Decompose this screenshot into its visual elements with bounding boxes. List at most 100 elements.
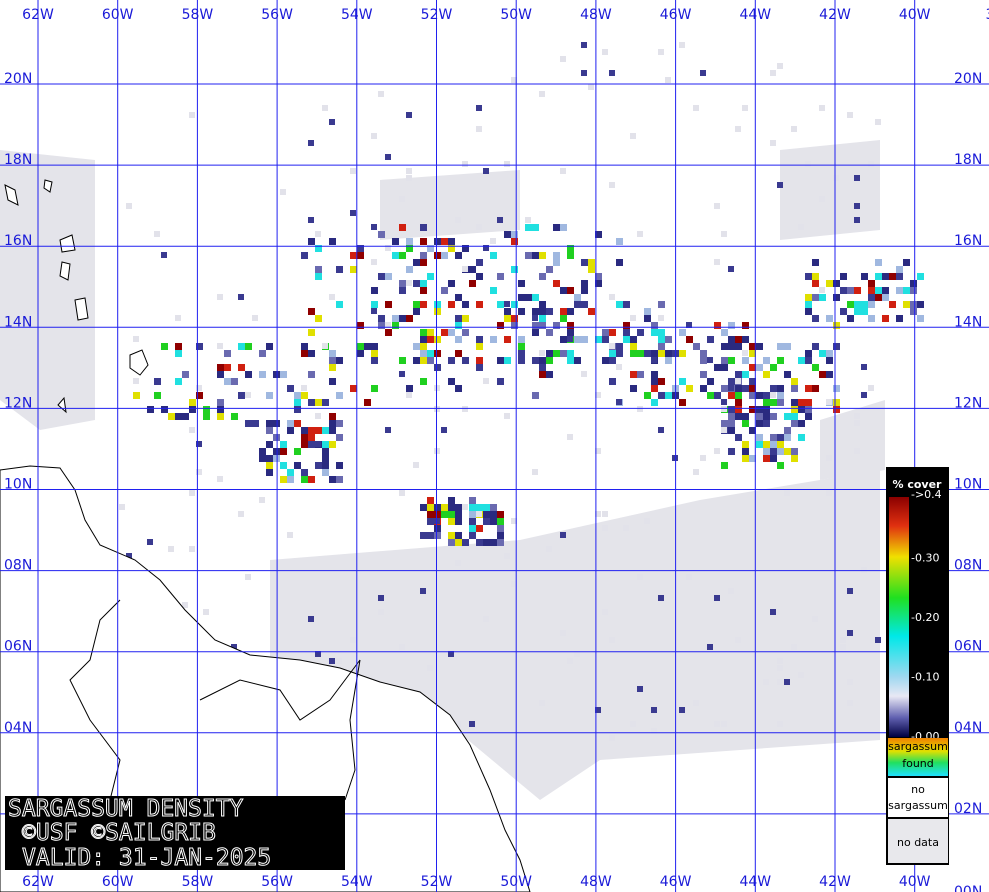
sargassum-pixel — [889, 273, 896, 280]
sargassum-pixel — [182, 413, 189, 420]
lat-label: 14N — [4, 314, 32, 330]
sargassum-pixel — [875, 259, 882, 266]
lat-label: 16N — [954, 233, 982, 249]
sargassum-pixel — [861, 308, 868, 315]
sargassum-pixel — [245, 574, 251, 580]
sargassum-pixel — [735, 434, 742, 441]
sargassum-pixel — [861, 301, 868, 308]
sargassum-pixel — [742, 385, 749, 392]
sargassum-pixel — [805, 350, 812, 357]
sargassum-pixel — [560, 630, 566, 636]
sargassum-pixel — [245, 371, 252, 378]
sargassum-pixel — [742, 357, 749, 364]
sargassum-pixel — [287, 385, 294, 392]
sargassum-pixel — [882, 294, 889, 301]
sargassum-pixel — [616, 399, 622, 405]
sargassum-pixel — [784, 427, 791, 434]
sargassum-pixel — [511, 77, 517, 83]
sargassum-pixel — [322, 462, 329, 469]
sargassum-pixel — [812, 273, 819, 280]
sargassum-pixel — [483, 504, 490, 511]
sargassum-pixel — [777, 721, 783, 727]
sargassum-pixel — [385, 329, 392, 336]
sargassum-pixel — [462, 406, 468, 412]
sargassum-pixel — [868, 161, 874, 167]
sargassum-pixel — [770, 448, 777, 455]
sargassum-pixel — [721, 329, 728, 336]
sargassum-pixel — [371, 224, 377, 230]
sargassum-pixel — [273, 455, 280, 462]
lon-label: 46W — [660, 7, 692, 23]
sargassum-pixel — [434, 350, 441, 357]
sargassum-pixel — [693, 469, 699, 475]
sargassum-pixel — [840, 637, 846, 643]
sargassum-pixel — [833, 294, 840, 301]
sargassum-pixel — [308, 308, 315, 315]
sargassum-pixel — [854, 287, 861, 294]
sargassum-pixel — [714, 203, 720, 209]
sargassum-pixel — [868, 280, 875, 287]
sargassum-pixel — [455, 294, 462, 301]
land — [0, 179, 531, 892]
sargassum-pixel — [791, 413, 798, 420]
sargassum-pixel — [308, 427, 315, 434]
sargassum-pixel — [819, 371, 826, 378]
sargassum-pixel — [413, 308, 420, 315]
sargassum-pixel — [441, 427, 447, 433]
sargassum-pixel — [560, 532, 566, 538]
lon-label: 44W — [739, 7, 771, 23]
sargassum-pixel — [504, 301, 510, 307]
sargassum-pixel — [833, 399, 840, 406]
lon-label: 54W — [341, 7, 373, 23]
sargassum-pixel — [462, 329, 469, 336]
sargassum-pixel — [385, 322, 391, 328]
sargassum-pixel — [728, 427, 735, 434]
sargassum-pixel — [763, 679, 769, 685]
lat-label: 12N — [954, 395, 982, 411]
sargassum-pixel — [721, 721, 727, 727]
sargassum-pixel — [427, 245, 434, 252]
sargassum-pixel — [399, 490, 405, 496]
sargassum-pixel — [553, 259, 560, 266]
sargassum-pixel — [448, 539, 455, 546]
sargassum-pixel — [770, 140, 776, 146]
sargassum-pixel — [301, 252, 308, 259]
sargassum-pixel — [861, 273, 868, 280]
sargassum-pixel — [756, 343, 763, 350]
sargassum-pixel — [448, 301, 455, 308]
sargassum-pixel — [854, 175, 860, 181]
sargassum-pixel — [910, 287, 917, 294]
sargassum-pixel — [833, 343, 840, 350]
sargassum-pixel — [357, 252, 364, 259]
sargassum-pixel — [525, 217, 531, 223]
sargassum-pixel — [420, 329, 427, 336]
sargassum-pixel — [238, 511, 244, 517]
sargassum-pixel — [728, 336, 735, 343]
sargassum-pixel — [455, 315, 462, 322]
sargassum-pixel — [749, 455, 756, 462]
sargassum-pixel — [728, 385, 734, 391]
sargassum-pixel — [763, 455, 770, 462]
sargassum-pixel — [448, 511, 455, 518]
sargassum-pixel — [315, 273, 322, 280]
sargassum-pixel — [735, 637, 741, 643]
sargassum-pixel — [483, 539, 490, 546]
sargassum-pixel — [567, 336, 573, 342]
graticule-labels: 62W 60W 58W 56W 54W 52W 50W 48W 46W 44W 42W 40W 38 62… — [4, 7, 989, 892]
lat-label: 04N — [954, 720, 982, 736]
sargassum-pixel — [567, 658, 573, 664]
sargassum-pixel — [910, 280, 917, 287]
legend-no-sargassum: no — [911, 783, 925, 796]
sargassum-pixel — [581, 287, 588, 294]
sargassum-pixel — [483, 168, 489, 174]
sargassum-pixel — [644, 308, 651, 315]
sargassum-pixel — [546, 546, 552, 552]
sargassum-pixel — [308, 441, 315, 448]
lon-label: 42W — [819, 874, 851, 890]
sargassum-pixel — [868, 315, 875, 322]
sargassum-pixel — [630, 350, 637, 357]
sargassum-pixel — [819, 287, 825, 293]
sargassum-pixel — [399, 644, 405, 650]
sargassum-pixel — [518, 280, 525, 287]
sargassum-pixel — [308, 329, 315, 336]
